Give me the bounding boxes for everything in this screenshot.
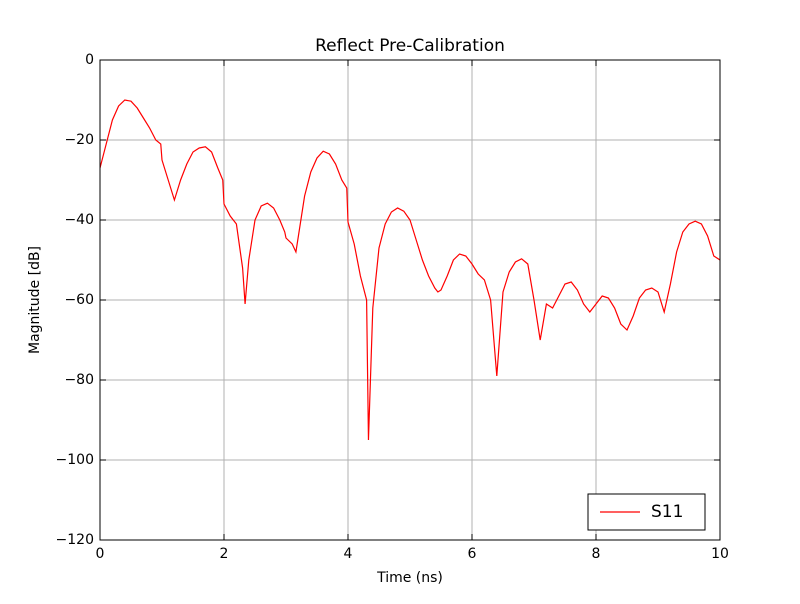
legend-label: S11 — [651, 502, 683, 522]
y-tick-label: 0 — [85, 52, 94, 68]
chart-title: Reflect Pre-Calibration — [315, 36, 505, 56]
x-tick-label: 8 — [592, 546, 601, 562]
x-tick-label: 6 — [468, 546, 477, 562]
y-axis-label: Magnitude [dB] — [27, 246, 43, 354]
plot-frame — [99, 59, 721, 541]
x-tick-label: 2 — [220, 546, 229, 562]
data-line — [100, 99, 720, 441]
y-tick-label: −120 — [56, 532, 94, 548]
x-tick-label: 4 — [344, 546, 353, 562]
x-axis-label: Time (ns) — [376, 570, 443, 586]
y-tick-label: −100 — [56, 452, 94, 468]
y-tick-label: −60 — [64, 292, 94, 308]
y-tick-label: −80 — [64, 372, 94, 388]
x-tick-label: 10 — [711, 546, 729, 562]
y-tick-label: −40 — [64, 212, 94, 228]
y-tick-label: −20 — [64, 132, 94, 148]
x-tick-label: 0 — [96, 546, 105, 562]
